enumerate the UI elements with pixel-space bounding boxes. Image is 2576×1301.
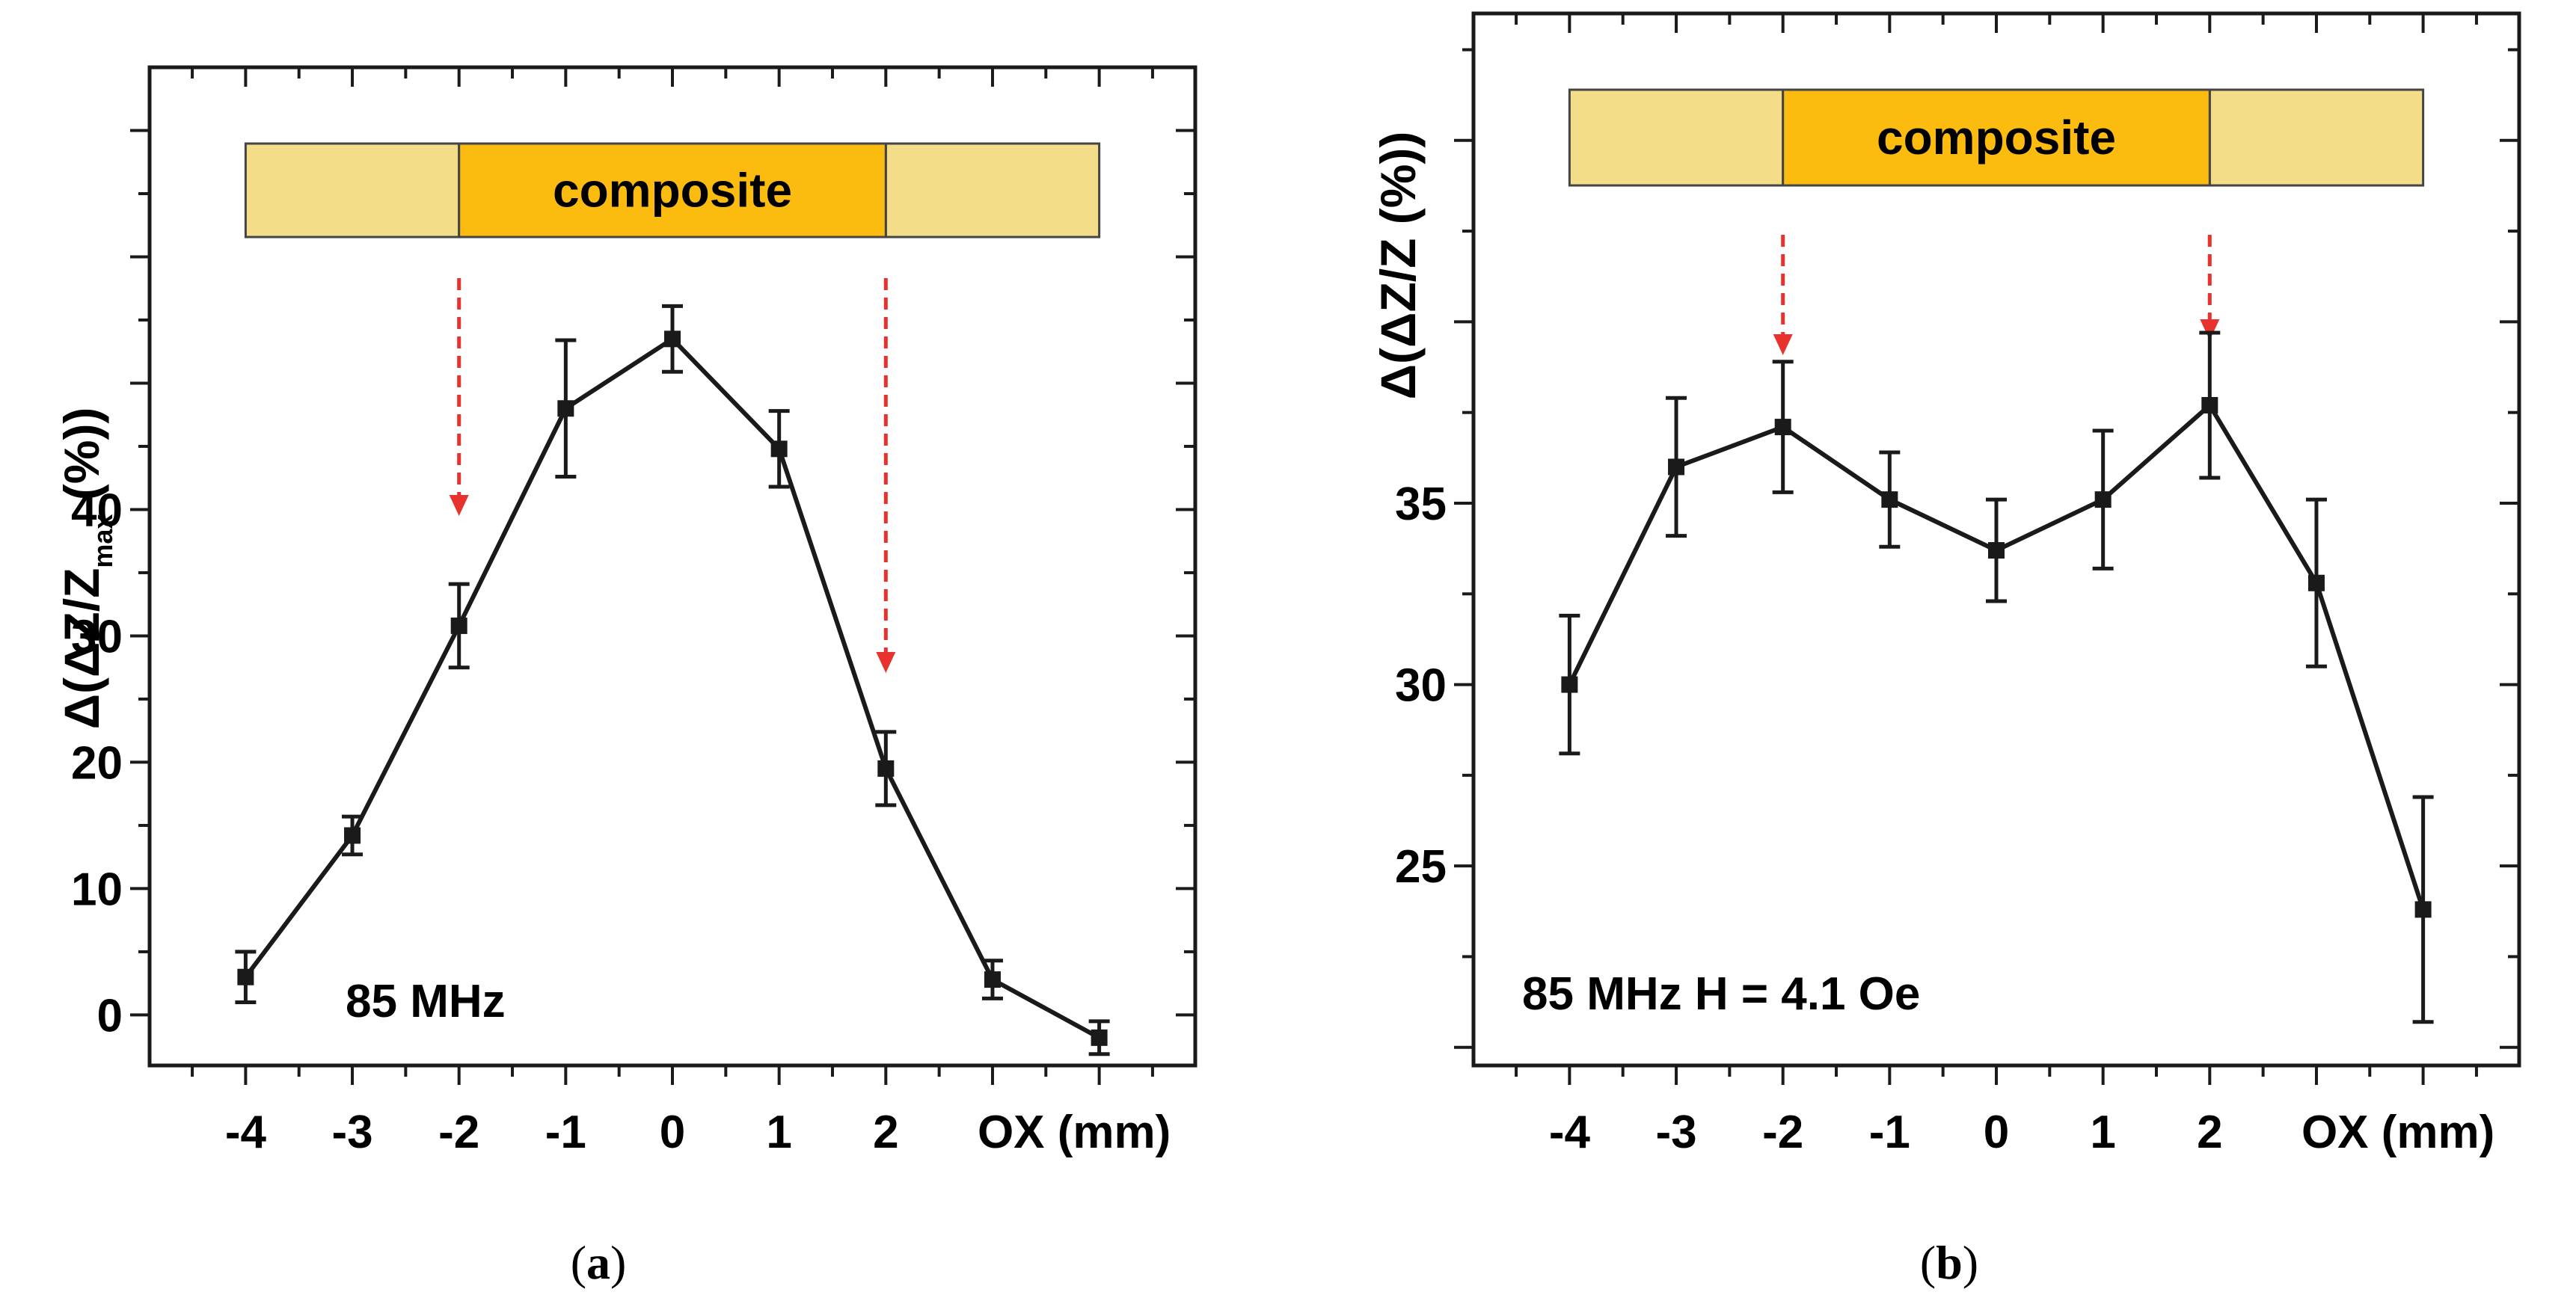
panel-label-open: ( <box>571 1236 586 1289</box>
composite-label: composite <box>1877 111 2116 164</box>
x-tick-label: -1 <box>545 1107 586 1158</box>
y-tick-label: 0 <box>97 990 123 1042</box>
data-point <box>2201 396 2218 413</box>
x-tick-label: -3 <box>1655 1107 1696 1158</box>
arrow-head <box>1773 334 1793 355</box>
y-axis-title-sub: max <box>88 514 118 568</box>
data-point <box>877 760 895 777</box>
y-axis-title-main: Δ(ΔZ/Z <box>1370 239 1426 400</box>
data-point <box>1668 458 1685 476</box>
data-point <box>450 617 467 634</box>
data-point <box>557 400 574 417</box>
x-tick-label: -3 <box>331 1107 372 1158</box>
chart-b: -4 -3 -2 -1 0 1 2 OX (mm) 25 30 35 Δ(ΔZ/Z (%)) compo… <box>1370 11 2521 1289</box>
x-axis-title: OX (mm) <box>978 1107 1171 1158</box>
x-tick-label: -4 <box>1549 1107 1591 1158</box>
panel-label: (a) <box>571 1236 627 1289</box>
x-tick-label: 0 <box>1984 1107 2009 1158</box>
arrow-head <box>449 495 469 516</box>
data-point <box>1988 542 2005 559</box>
data-point <box>344 827 361 844</box>
sample-right-segment <box>884 142 1101 239</box>
y-axis-title-end: (%)) <box>1370 132 1426 239</box>
data-point <box>2414 901 2432 918</box>
y-tick-label: 30 <box>1395 660 1447 712</box>
y-tick-label: 40 <box>71 485 123 536</box>
panel-label-close: ) <box>1963 1236 1978 1289</box>
y-tick-label: 30 <box>71 611 123 662</box>
data-point <box>2307 574 2325 591</box>
data-point <box>984 971 1001 988</box>
y-axis-title: Δ(ΔZ/Zmax (%)) <box>54 407 118 730</box>
data-point <box>237 968 254 985</box>
panel-label-letter: b <box>1936 1236 1963 1289</box>
x-tick-label: 1 <box>2090 1107 2115 1158</box>
y-axis-title: Δ(ΔZ/Z (%)) <box>1370 132 1426 400</box>
y-axis-title-end: (%)) <box>54 407 109 514</box>
panel-label-close: ) <box>610 1236 626 1289</box>
data-point <box>1561 676 1578 693</box>
frequency-annotation: 85 MHz <box>346 976 506 1027</box>
x-tick-label: 0 <box>660 1107 685 1158</box>
panel-label-letter: a <box>586 1236 610 1289</box>
x-tick-label: -2 <box>438 1107 479 1158</box>
x-tick-label: -1 <box>1869 1107 1910 1158</box>
arrow-head <box>876 652 896 673</box>
y-tick-label: 10 <box>71 864 123 915</box>
sample-right-segment <box>2208 88 2425 187</box>
arrow-head <box>2200 319 2220 340</box>
x-tick-label: -2 <box>1762 1107 1803 1158</box>
y-tick-label: 35 <box>1395 479 1447 530</box>
composite-label: composite <box>553 164 792 218</box>
x-tick-label: 2 <box>2197 1107 2222 1158</box>
data-point <box>1091 1029 1108 1046</box>
y-tick-label: 25 <box>1395 841 1447 893</box>
frequency-annotation: 85 MHz H = 4.1 Oe <box>1522 968 1920 1020</box>
x-tick-label: -4 <box>225 1107 267 1158</box>
composite-segment <box>1782 88 2211 187</box>
composite-segment <box>458 142 887 239</box>
data-point <box>1881 491 1898 508</box>
x-tick-label: 1 <box>766 1107 791 1158</box>
data-point <box>1774 419 1791 436</box>
x-axis-title: OX (mm) <box>2301 1107 2494 1158</box>
x-tick-label: 2 <box>873 1107 898 1158</box>
y-axis-title-main: Δ(ΔZ/Z <box>54 568 109 730</box>
sample-left-segment <box>1568 88 1785 187</box>
data-point <box>664 330 681 348</box>
y-tick-label: 20 <box>71 737 123 789</box>
sample-left-segment <box>244 142 461 239</box>
panel-label-open: ( <box>1920 1236 1936 1289</box>
data-point <box>2094 491 2112 508</box>
data-point <box>770 440 788 458</box>
panel-label: (b) <box>1920 1236 1978 1289</box>
